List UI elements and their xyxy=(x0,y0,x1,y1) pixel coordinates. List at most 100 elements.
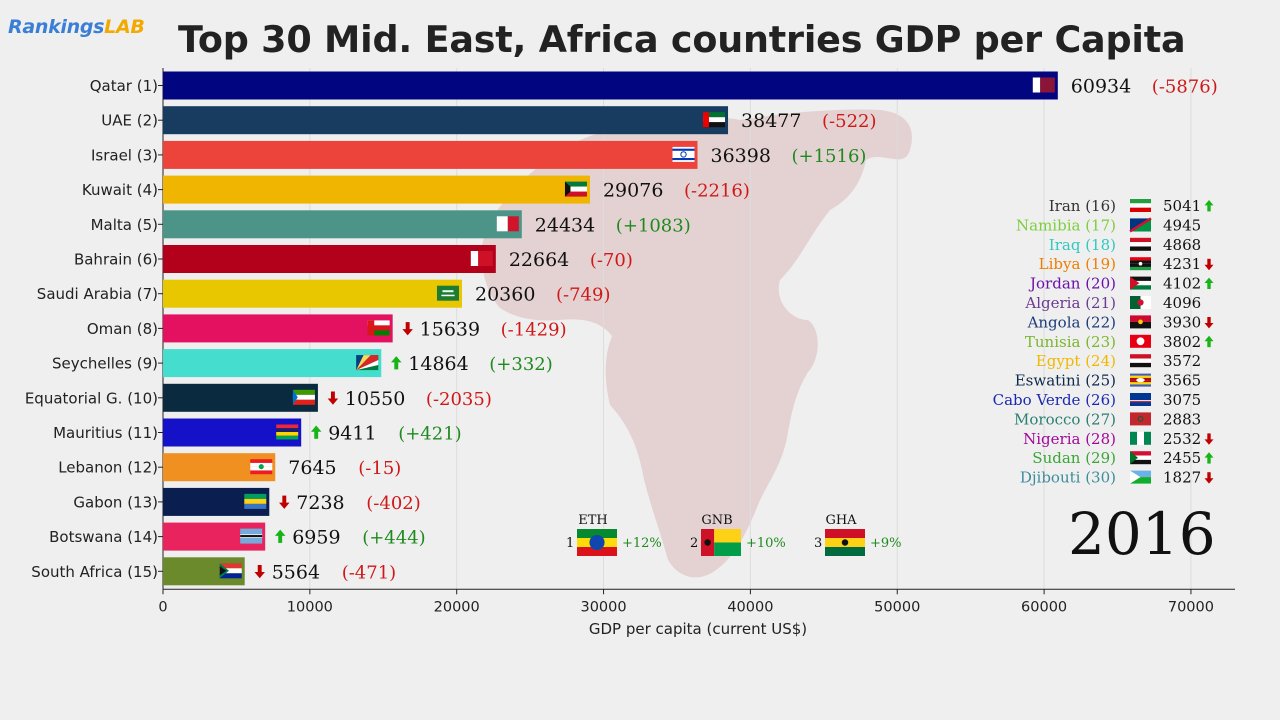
side-list-item: Angola (22) 3930 xyxy=(1027,313,1214,331)
flag-dj-icon xyxy=(1130,470,1151,484)
change-label: (-1429) xyxy=(501,319,567,340)
side-list-value: 2455 xyxy=(1163,449,1201,467)
bar-row: Kuwait (4) 29076 (-2216) xyxy=(82,175,750,204)
africa-map-shape xyxy=(481,109,912,578)
side-list-item: Sudan (29) 2455 xyxy=(1032,449,1214,467)
arrow-up-icon xyxy=(274,529,286,543)
flag-ng-icon xyxy=(1130,431,1151,445)
logo-part-rankings: Rankings xyxy=(8,16,105,38)
flag-ga-icon xyxy=(244,493,267,509)
change-label: (+421) xyxy=(398,424,461,445)
arrow-down-icon xyxy=(279,495,290,509)
value-label: 60934 xyxy=(1071,76,1131,98)
chart-title: Top 30 Mid. East, Africa countries GDP p… xyxy=(178,18,1186,61)
side-ranking-list: Iran (16) 5041 Namibia (17) 4945 Iraq (18) 48… xyxy=(993,197,1214,487)
change-label: (-70) xyxy=(590,250,633,271)
side-list-label: Morocco (27) xyxy=(1014,410,1116,428)
value-label: 7645 xyxy=(288,457,336,479)
change-label: (+1083) xyxy=(616,215,691,236)
side-list-value: 3565 xyxy=(1163,372,1201,390)
y-tick-label: Equatorial G. (10) xyxy=(25,389,158,407)
arrow-down-icon xyxy=(1204,258,1214,271)
change-label: (-522) xyxy=(822,111,876,132)
flag-dz-icon xyxy=(1130,296,1151,309)
flag-ly-icon xyxy=(1130,257,1151,271)
bar xyxy=(163,349,382,378)
bar-row: Lebanon (12) 7645 (-15) xyxy=(58,453,401,482)
y-tick-label: Oman (8) xyxy=(87,320,158,338)
bar xyxy=(163,106,729,135)
side-list-label: Iraq (18) xyxy=(1049,236,1116,254)
value-label: 29076 xyxy=(603,180,663,202)
growth-rank: 1 xyxy=(566,536,574,551)
flag-jo-icon xyxy=(1130,276,1151,290)
value-label: 20360 xyxy=(475,284,535,306)
arrow-up-icon xyxy=(391,356,402,370)
brand-logo: RankingsLAB xyxy=(8,16,145,38)
value-label: 38477 xyxy=(741,110,801,132)
bar xyxy=(163,140,698,169)
side-list-value: 2883 xyxy=(1163,410,1201,428)
side-list-value: 4945 xyxy=(1163,216,1201,234)
y-tick-label: Mauritius (11) xyxy=(53,424,158,442)
value-label: 6959 xyxy=(292,527,340,549)
flag-ir-icon xyxy=(1130,199,1151,212)
side-list-label: Algeria (21) xyxy=(1024,294,1116,312)
flag-tn-icon xyxy=(1130,334,1151,348)
x-axis-title: GDP per capita (current US$) xyxy=(588,620,808,638)
bar xyxy=(163,245,496,273)
arrow-up-icon xyxy=(310,425,322,439)
bar xyxy=(163,210,522,239)
bar-row: Seychelles (9) 14864 (+332) xyxy=(52,349,553,378)
bar-row: Bahrain (6) 22664 (-70) xyxy=(74,245,633,273)
growth-pct: +10% xyxy=(746,536,786,551)
change-label: (-749) xyxy=(556,285,610,306)
change-label: (+332) xyxy=(489,354,552,375)
y-tick-label: South Africa (15) xyxy=(31,563,158,581)
flag-sd-icon xyxy=(1130,451,1151,465)
bar-row: Oman (8) 15639 (-1429) xyxy=(87,314,567,343)
flag-gq-icon xyxy=(292,389,315,405)
arrow-down-icon xyxy=(1204,472,1214,484)
side-list-value: 4868 xyxy=(1163,236,1201,254)
side-list-label: Jordan (20) xyxy=(1028,275,1116,293)
bars-group: Qatar (1) 60934 (-5876) UAE (2) 38477 (-522) I… xyxy=(25,71,1218,586)
arrow-up-icon xyxy=(1204,277,1214,289)
x-tick-label: 30000 xyxy=(580,599,626,615)
year-label: 2016 xyxy=(1068,500,1216,568)
arrow-down-icon xyxy=(1204,433,1214,445)
arrow-up-icon xyxy=(1204,452,1214,464)
x-tick-label: 70000 xyxy=(1168,599,1214,615)
growth-code: ETH xyxy=(578,513,608,528)
growth-pct: +9% xyxy=(870,536,902,551)
growth-code: GHA xyxy=(825,513,857,528)
side-list-item: Tunisia (23) 3802 xyxy=(1025,333,1214,351)
flag-gw-icon xyxy=(701,529,741,556)
y-tick-label: Seychelles (9) xyxy=(52,355,158,373)
flag-sz-icon xyxy=(1130,373,1151,387)
flag-kw-icon xyxy=(564,181,587,197)
side-list-item: Djibouti (30) 1827 xyxy=(1020,469,1214,487)
flag-gh-icon xyxy=(825,529,865,556)
change-label: (-2035) xyxy=(426,389,492,410)
change-label: (-15) xyxy=(358,458,401,479)
side-list-label: Tunisia (23) xyxy=(1025,333,1116,351)
side-list-item: Eswatini (25) 3565 xyxy=(1015,372,1201,390)
x-tick-label: 60000 xyxy=(1021,599,1067,615)
flag-sc-icon xyxy=(356,355,379,371)
side-list-value: 4102 xyxy=(1163,275,1201,293)
flag-lb-icon xyxy=(250,459,273,475)
value-label: 7238 xyxy=(296,492,344,514)
side-list-item: Jordan (20) 4102 xyxy=(1028,275,1214,293)
flag-om-icon xyxy=(367,320,390,336)
arrow-down-icon xyxy=(327,391,339,405)
change-label: (-471) xyxy=(342,562,396,583)
bar xyxy=(163,71,1058,100)
side-list-label: Egypt (24) xyxy=(1036,352,1116,370)
flag-ae-icon xyxy=(703,112,726,128)
bar-row: Malta (5) 24434 (+1083) xyxy=(91,210,691,239)
arrow-up-icon xyxy=(1204,200,1214,212)
